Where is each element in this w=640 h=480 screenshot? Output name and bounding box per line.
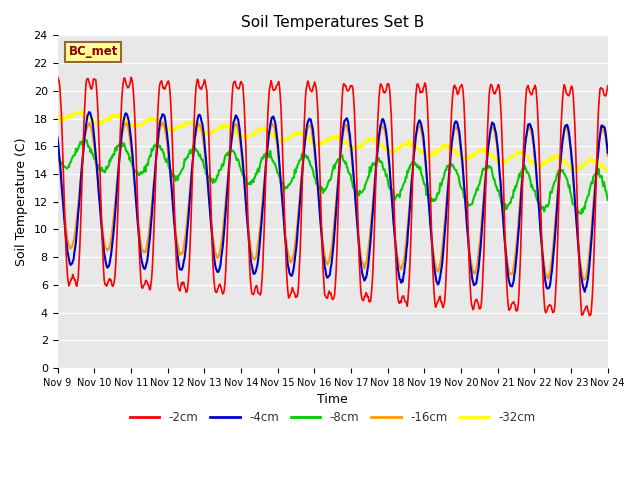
- X-axis label: Time: Time: [317, 394, 348, 407]
- Legend: -2cm, -4cm, -8cm, -16cm, -32cm: -2cm, -4cm, -8cm, -16cm, -32cm: [125, 407, 540, 429]
- Title: Soil Temperatures Set B: Soil Temperatures Set B: [241, 15, 424, 30]
- Y-axis label: Soil Temperature (C): Soil Temperature (C): [15, 137, 28, 266]
- Text: BC_met: BC_met: [68, 45, 118, 58]
